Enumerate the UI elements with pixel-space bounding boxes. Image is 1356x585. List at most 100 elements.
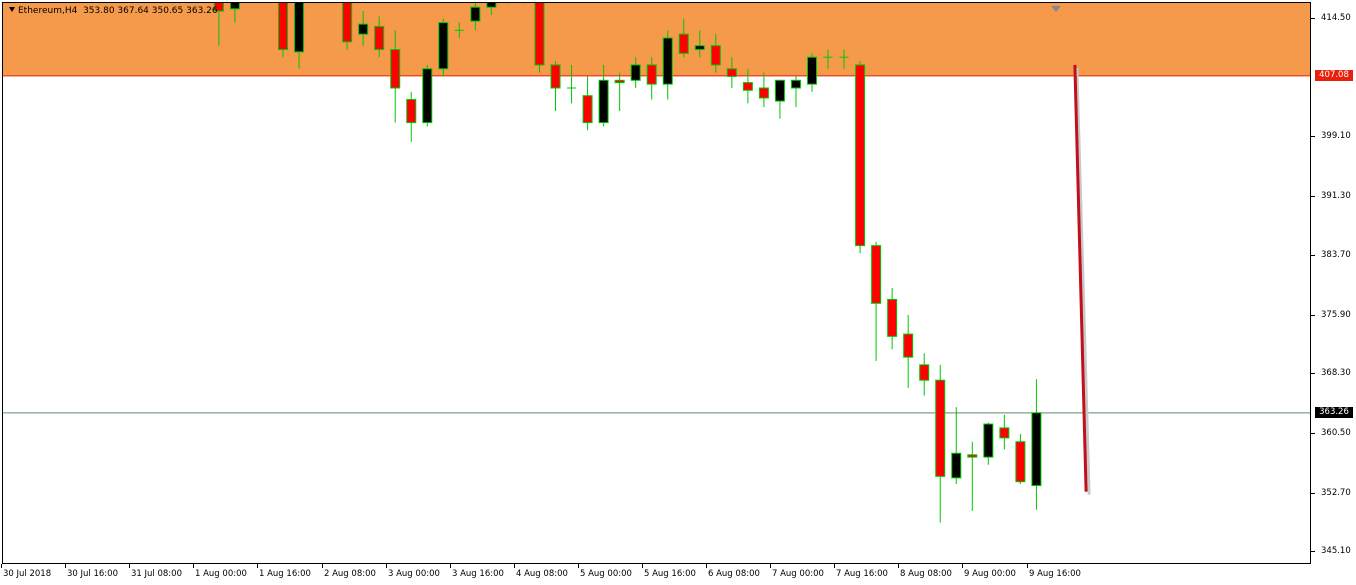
candle-bear	[742, 82, 753, 91]
candle-bear	[855, 64, 866, 247]
candle-bull	[694, 45, 705, 51]
candle-bull	[358, 23, 369, 35]
candle-bull	[438, 22, 449, 70]
price-label: 352.70	[1321, 488, 1351, 498]
bearish-arrow	[1073, 64, 1088, 492]
collapse-triangle-icon[interactable]	[9, 7, 15, 12]
price-tick	[1311, 136, 1315, 137]
candle-bear	[342, 3, 353, 43]
candle-bear	[999, 427, 1010, 439]
time-label: 31 Jul 08:00	[131, 569, 182, 579]
price-axis[interactable]: 468.50460.90453.10445.50437.70429.90422.…	[1311, 0, 1356, 565]
candle-bear	[710, 45, 721, 66]
time-tick	[514, 564, 515, 568]
time-label: 1 Aug 00:00	[195, 569, 247, 579]
price-tick	[1311, 315, 1315, 316]
price-label: 414.50	[1321, 13, 1351, 23]
price-label: 360.50	[1321, 428, 1351, 438]
time-tick	[770, 564, 771, 568]
time-label: 30 Jul 16:00	[67, 569, 118, 579]
time-tick	[834, 564, 835, 568]
candle-bear	[967, 454, 978, 458]
time-tick	[450, 564, 451, 568]
time-label: 4 Aug 08:00	[516, 569, 568, 579]
price-label: 383.70	[1321, 250, 1351, 260]
candle-bull	[294, 3, 305, 53]
price-tick	[1311, 255, 1315, 256]
candle-bear	[614, 79, 625, 84]
time-label: 6 Aug 08:00	[708, 569, 760, 579]
arrow-shadow	[1075, 67, 1091, 495]
candle-bear	[550, 64, 561, 89]
time-label: 30 Jul 2018	[3, 569, 52, 579]
price-label: 391.30	[1321, 191, 1351, 201]
time-label: 5 Aug 00:00	[580, 569, 632, 579]
candle-bear	[903, 333, 914, 358]
time-label: 3 Aug 16:00	[452, 569, 504, 579]
candle-bear	[278, 3, 289, 51]
time-tick	[257, 564, 258, 568]
candle-bear	[935, 379, 946, 477]
candle-bear	[374, 25, 385, 51]
chart-header: Ethereum,H4 353.80 367.64 350.65 363.26	[9, 6, 218, 16]
price-label: 345.10	[1321, 546, 1351, 556]
candle-bear	[758, 87, 769, 99]
time-label: 7 Aug 00:00	[772, 569, 824, 579]
time-tick	[1027, 564, 1028, 568]
candle-bear	[582, 95, 593, 124]
time-label: 3 Aug 00:00	[388, 569, 440, 579]
time-label: 8 Aug 08:00	[900, 569, 952, 579]
time-tick	[386, 564, 387, 568]
time-tick	[129, 564, 130, 568]
candle-bear	[534, 3, 545, 66]
current-price-badge: 363.26	[1315, 407, 1353, 418]
time-label: 7 Aug 16:00	[836, 569, 888, 579]
ohlc-values: 353.80 367.64 350.65 363.26	[83, 6, 218, 16]
time-tick	[193, 564, 194, 568]
time-tick	[642, 564, 643, 568]
candle-bull	[422, 68, 433, 124]
candle-bear	[887, 298, 898, 337]
price-tick	[1311, 373, 1315, 374]
price-tick	[1311, 493, 1315, 494]
price-tick	[1311, 18, 1315, 19]
time-label: 1 Aug 16:00	[259, 569, 311, 579]
candle-bull	[630, 64, 641, 81]
time-tick	[65, 564, 66, 568]
time-tick	[578, 564, 579, 568]
price-tick	[1311, 196, 1315, 197]
time-tick	[962, 564, 963, 568]
candle-bull	[598, 79, 609, 124]
candle-bear	[726, 68, 737, 77]
price-label: 375.90	[1321, 310, 1351, 320]
zone-bottom-price-badge: 407.08	[1315, 70, 1353, 81]
candle-bull	[470, 6, 481, 22]
candlestick-chart[interactable]	[3, 3, 1311, 564]
candle-bear	[678, 33, 689, 54]
price-tick	[1311, 551, 1315, 552]
symbol-label: Ethereum,H4	[18, 6, 78, 16]
price-label: 368.30	[1321, 368, 1351, 378]
candle-bear	[1015, 441, 1026, 483]
candle-bull	[229, 3, 240, 10]
time-label: 9 Aug 16:00	[1029, 569, 1081, 579]
time-label: 5 Aug 16:00	[644, 569, 696, 579]
candle-bull	[774, 79, 785, 102]
plot-area[interactable]: Ethereum,H4 353.80 367.64 350.65 363.26	[2, 2, 1311, 564]
time-tick	[706, 564, 707, 568]
price-label: 399.10	[1321, 131, 1351, 141]
candle-bull	[951, 452, 962, 479]
candle-bear	[406, 99, 417, 124]
candle-bull	[807, 56, 817, 85]
resistance-zone	[3, 3, 1310, 76]
chart-shift-marker-icon[interactable]	[1051, 6, 1061, 12]
candle-bear	[919, 364, 930, 381]
time-tick	[1, 564, 2, 568]
price-tick	[1311, 433, 1315, 434]
candle-bull	[790, 79, 801, 89]
candle-bear	[390, 49, 401, 89]
candle-bear	[646, 64, 657, 85]
time-axis[interactable]: 30 Jul 2018 30 Jul 16:00 31 Jul 08:00 1 Aug…	[0, 564, 1311, 585]
time-tick	[322, 564, 323, 568]
